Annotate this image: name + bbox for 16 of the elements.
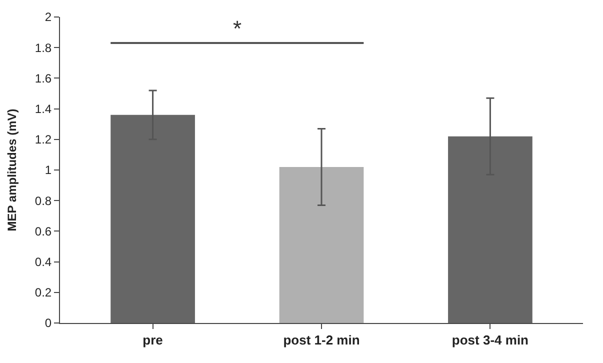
y-tick-label: 0 [44,316,52,330]
y-tick-label: 0.8 [34,194,52,208]
y-tick-label: 0.2 [34,286,52,300]
y-tick-label: 0.4 [34,255,52,269]
y-tick-label: 2 [44,10,52,24]
y-tick-label: 0.6 [34,224,52,238]
y-tick-label: 1.8 [34,40,52,55]
y-tick-label: 1.4 [34,102,52,116]
x-tick-label: post 3-4 min [452,332,529,348]
y-tick-label: 1.2 [34,132,52,147]
x-tick-label: pre [142,332,163,348]
annotation: * [233,16,242,41]
y-axis-title: MEP amplitudes (mV) [5,108,20,232]
y-tick-label: 1 [44,163,52,178]
y-tick-label: 1.6 [34,71,52,86]
x-tick-label: post 1-2 min [283,332,360,348]
